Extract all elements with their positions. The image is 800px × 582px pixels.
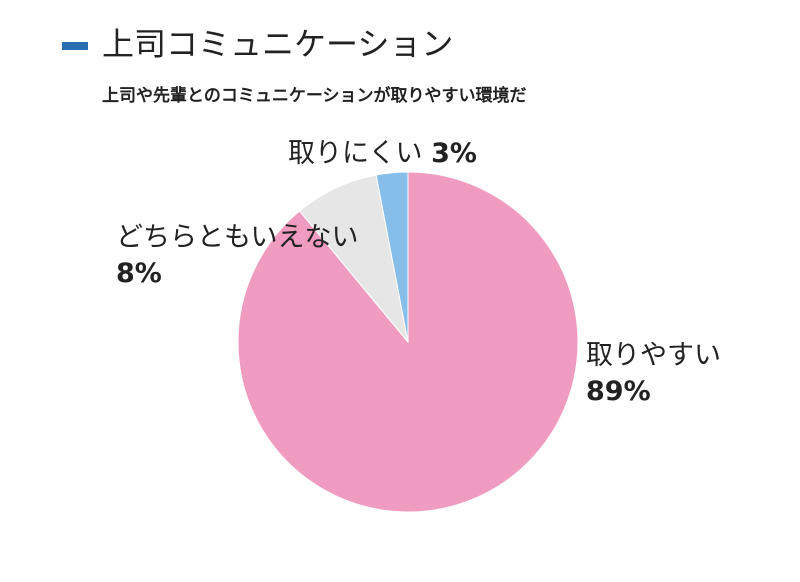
slice-label-neutral: どちらともいえない 8% — [116, 220, 358, 292]
slice-label-text: どちらともいえない — [116, 222, 359, 253]
title-marker — [62, 42, 88, 50]
slice-label-hard: 取りにくい 3% — [288, 136, 477, 172]
slice-label-value: 89% — [586, 376, 651, 407]
slice-label-text: 取りやすい — [586, 340, 721, 371]
slice-hard — [375, 171, 409, 343]
chart-title: 上司コミュニケーション — [102, 25, 454, 63]
slice-easy — [237, 171, 579, 513]
slice-label-value: 8% — [116, 258, 162, 289]
slice-label-easy: 取りやすい 89% — [586, 338, 721, 410]
slice-label-value: 3% — [431, 138, 477, 169]
slice-label-text: 取りにくい — [288, 138, 423, 169]
chart-subtitle: 上司や先輩とのコミュニケーションが取りやすい環境だ — [102, 86, 527, 106]
